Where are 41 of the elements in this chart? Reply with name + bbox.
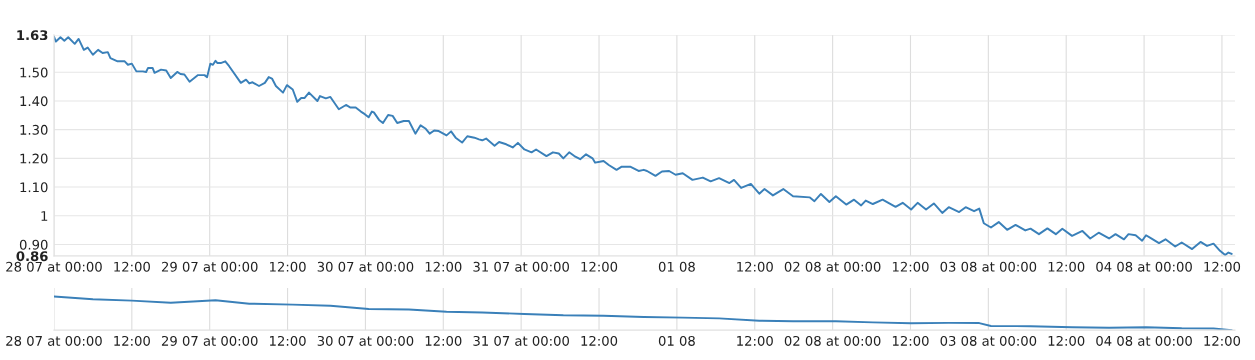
x-tick-label: 12:00 [1204, 335, 1241, 346]
x-tick-label: 29 07 at 00:00 [161, 335, 258, 346]
x-tick-label: 29 07 at 00:00 [161, 261, 258, 272]
x-tick-label: 12:00 [114, 261, 150, 272]
x-tick-label: 12:00 [892, 335, 929, 346]
x-tick-label: 30 07 at 00:00 [317, 335, 414, 346]
y-tick-label: 1.10 [20, 182, 48, 193]
y-tick-label: 1.20 [20, 153, 48, 164]
x-tick-label: 03 08 at 00:00 [940, 335, 1037, 346]
x-tick-label: 12:00 [270, 335, 306, 346]
x-tick-label: 04 08 at 00:00 [1096, 335, 1192, 346]
y-tick-label: 1 [41, 211, 48, 221]
x-tick-label: 12:00 [737, 261, 773, 272]
x-tick-label: 31 07 at 00:00 [473, 261, 569, 272]
x-tick-label: 12:00 [581, 261, 618, 272]
x-tick-label: 03 08 at 00:00 [940, 261, 1037, 272]
x-tick-label: 04 08 at 00:00 [1096, 261, 1192, 272]
x-tick-label: 01 08 [658, 335, 695, 346]
x-tick-label: 12:00 [581, 335, 618, 346]
x-tick-label: 31 07 at 00:00 [473, 335, 569, 346]
y-tick-label: 1.40 [20, 96, 48, 107]
y-tick-label: 0.86 [16, 251, 48, 262]
y-tick-label: 1.50 [20, 67, 48, 78]
x-tick-label: 12:00 [425, 335, 462, 346]
y-tick-label: 1.30 [20, 124, 48, 135]
x-tick-label: 28 07 at 00:00 [6, 335, 102, 346]
x-tick-label: 01 08 [658, 261, 695, 272]
x-tick-label: 28 07 at 00:00 [6, 261, 102, 272]
x-tick-label: 12:00 [1048, 335, 1085, 346]
y-tick-label: 1.63 [17, 30, 48, 41]
x-tick-label: 02 08 at 00:00 [784, 335, 881, 346]
x-tick-label: 12:00 [892, 261, 929, 272]
y-tick-label: 0.90 [19, 239, 48, 250]
x-tick-label: 12:00 [737, 335, 773, 346]
x-tick-label: 12:00 [425, 261, 462, 272]
x-tick-label: 12:00 [1204, 261, 1241, 272]
x-tick-label: 12:00 [270, 261, 306, 272]
x-tick-label: 30 07 at 00:00 [317, 261, 414, 272]
x-tick-label: 12:00 [1048, 261, 1085, 272]
x-tick-label: 02 08 at 00:00 [784, 261, 881, 272]
x-tick-label: 12:00 [114, 335, 150, 346]
